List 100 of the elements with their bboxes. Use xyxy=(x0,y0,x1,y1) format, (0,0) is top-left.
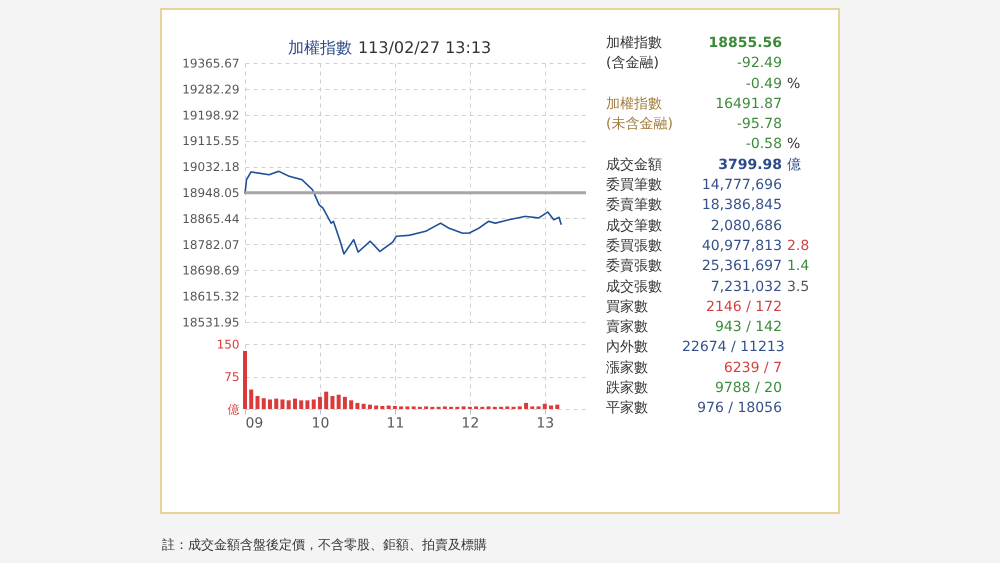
text: 平家數 xyxy=(606,399,649,418)
bar xyxy=(355,402,360,409)
text: 跌家數 xyxy=(606,379,649,398)
text: 加權指數 xyxy=(606,94,663,114)
bar xyxy=(249,390,254,409)
bar xyxy=(324,392,328,409)
text: 2146 / 172 xyxy=(705,298,782,317)
text: -95.78 xyxy=(736,115,782,134)
bar xyxy=(542,404,547,409)
bar xyxy=(342,396,347,409)
y-tick-label: 19198.92 xyxy=(182,108,240,122)
text: 40,977,813 xyxy=(700,236,782,256)
text: 委賣張數 xyxy=(606,257,663,276)
x-tick-label: 11 xyxy=(386,416,404,432)
bar xyxy=(380,406,384,409)
bar xyxy=(442,406,447,409)
x-tick-label: 13 xyxy=(536,416,554,432)
text: (含金融) xyxy=(606,54,660,74)
bar xyxy=(412,406,416,409)
text: 買家數 xyxy=(606,298,649,317)
y-tick-label: 億 xyxy=(228,402,240,416)
text: 成交金額 xyxy=(606,156,663,175)
y-tick-label: 18531.95 xyxy=(182,316,240,330)
text: 加權指數 xyxy=(606,34,663,53)
text: 16491.87 xyxy=(714,94,782,114)
y-tick-label: 19365.67 xyxy=(182,56,240,70)
y-tick-label: 19282.29 xyxy=(182,82,240,96)
bar xyxy=(349,400,354,409)
bar xyxy=(405,406,410,409)
bar xyxy=(555,404,560,409)
bar xyxy=(505,406,510,409)
text: 委買張數 xyxy=(606,236,663,256)
text: 3799.98 xyxy=(717,156,782,175)
text: 註：成交金額含盤後定價，不含零股、鉅額、拍賣及標購 xyxy=(162,537,487,554)
bar xyxy=(392,406,397,409)
text: 22674 / 11213 xyxy=(682,338,785,358)
bar xyxy=(312,399,316,409)
y-tick-label: 19032.18 xyxy=(182,160,240,174)
y-tick-label: 150 xyxy=(216,338,240,352)
text: 億 xyxy=(786,156,802,175)
bar xyxy=(530,406,534,409)
y-tick-label: 18948.05 xyxy=(182,186,240,200)
bar xyxy=(374,406,378,409)
chart-subtitle: 113/02/27 13:13 xyxy=(358,38,492,57)
y-tick-label: 18615.32 xyxy=(182,290,240,304)
bar xyxy=(256,396,260,409)
text: 14,777,696 xyxy=(700,176,782,195)
text: 18855.56 xyxy=(707,34,782,53)
text: 6239 / 7 xyxy=(722,358,782,378)
bar xyxy=(243,350,247,409)
bar xyxy=(268,399,272,409)
bar xyxy=(474,406,478,409)
bar xyxy=(399,406,404,409)
text: 委買筆數 xyxy=(606,176,663,195)
bar xyxy=(299,400,304,409)
x-tick-label: 09 xyxy=(246,416,264,432)
text: (未含金融) xyxy=(606,115,674,134)
bar xyxy=(386,406,391,409)
y-tick-label: 19115.55 xyxy=(182,134,240,148)
text: 3.5 xyxy=(786,278,810,296)
bar xyxy=(318,396,322,409)
bar xyxy=(462,406,466,409)
text: 7,231,032 xyxy=(710,278,782,296)
text: 賣家數 xyxy=(606,318,649,337)
text: -0.49 xyxy=(744,74,782,94)
text: 1.4 xyxy=(786,257,810,276)
text: 委賣筆數 xyxy=(606,196,663,216)
text: % xyxy=(786,74,802,94)
y-tick-label: 18865.44 xyxy=(182,212,240,226)
text: 成交筆數 xyxy=(606,216,663,236)
bar xyxy=(424,406,428,409)
bar xyxy=(486,406,491,409)
bar xyxy=(368,404,372,409)
text: 18,386,845 xyxy=(700,196,782,216)
bar xyxy=(286,400,291,409)
bar xyxy=(280,399,284,409)
text: 9788 / 20 xyxy=(714,379,782,398)
text: 2.8 xyxy=(786,236,810,256)
bar xyxy=(292,398,297,409)
bar xyxy=(305,400,310,409)
text: 漲家數 xyxy=(606,358,649,378)
text: -92.49 xyxy=(736,54,782,74)
bar xyxy=(362,404,366,409)
bar xyxy=(518,406,522,409)
text: 25,361,697 xyxy=(700,257,782,276)
text: % xyxy=(786,135,802,154)
text: 內外數 xyxy=(606,338,649,358)
text: 2,080,686 xyxy=(710,216,782,236)
text: 成交張數 xyxy=(606,278,663,296)
y-tick-label: 18698.69 xyxy=(182,264,240,278)
text: 976 / 18056 xyxy=(696,399,782,418)
x-tick-label: 10 xyxy=(312,416,330,432)
chart-title: 加權指數 xyxy=(288,38,352,57)
bar xyxy=(262,398,266,409)
line-series xyxy=(244,170,562,255)
y-tick-label: 18782.07 xyxy=(182,238,240,252)
text: -0.58 xyxy=(744,135,782,154)
y-tick-label: 75 xyxy=(224,370,240,384)
bar xyxy=(274,398,278,409)
x-tick-label: 12 xyxy=(461,416,480,432)
